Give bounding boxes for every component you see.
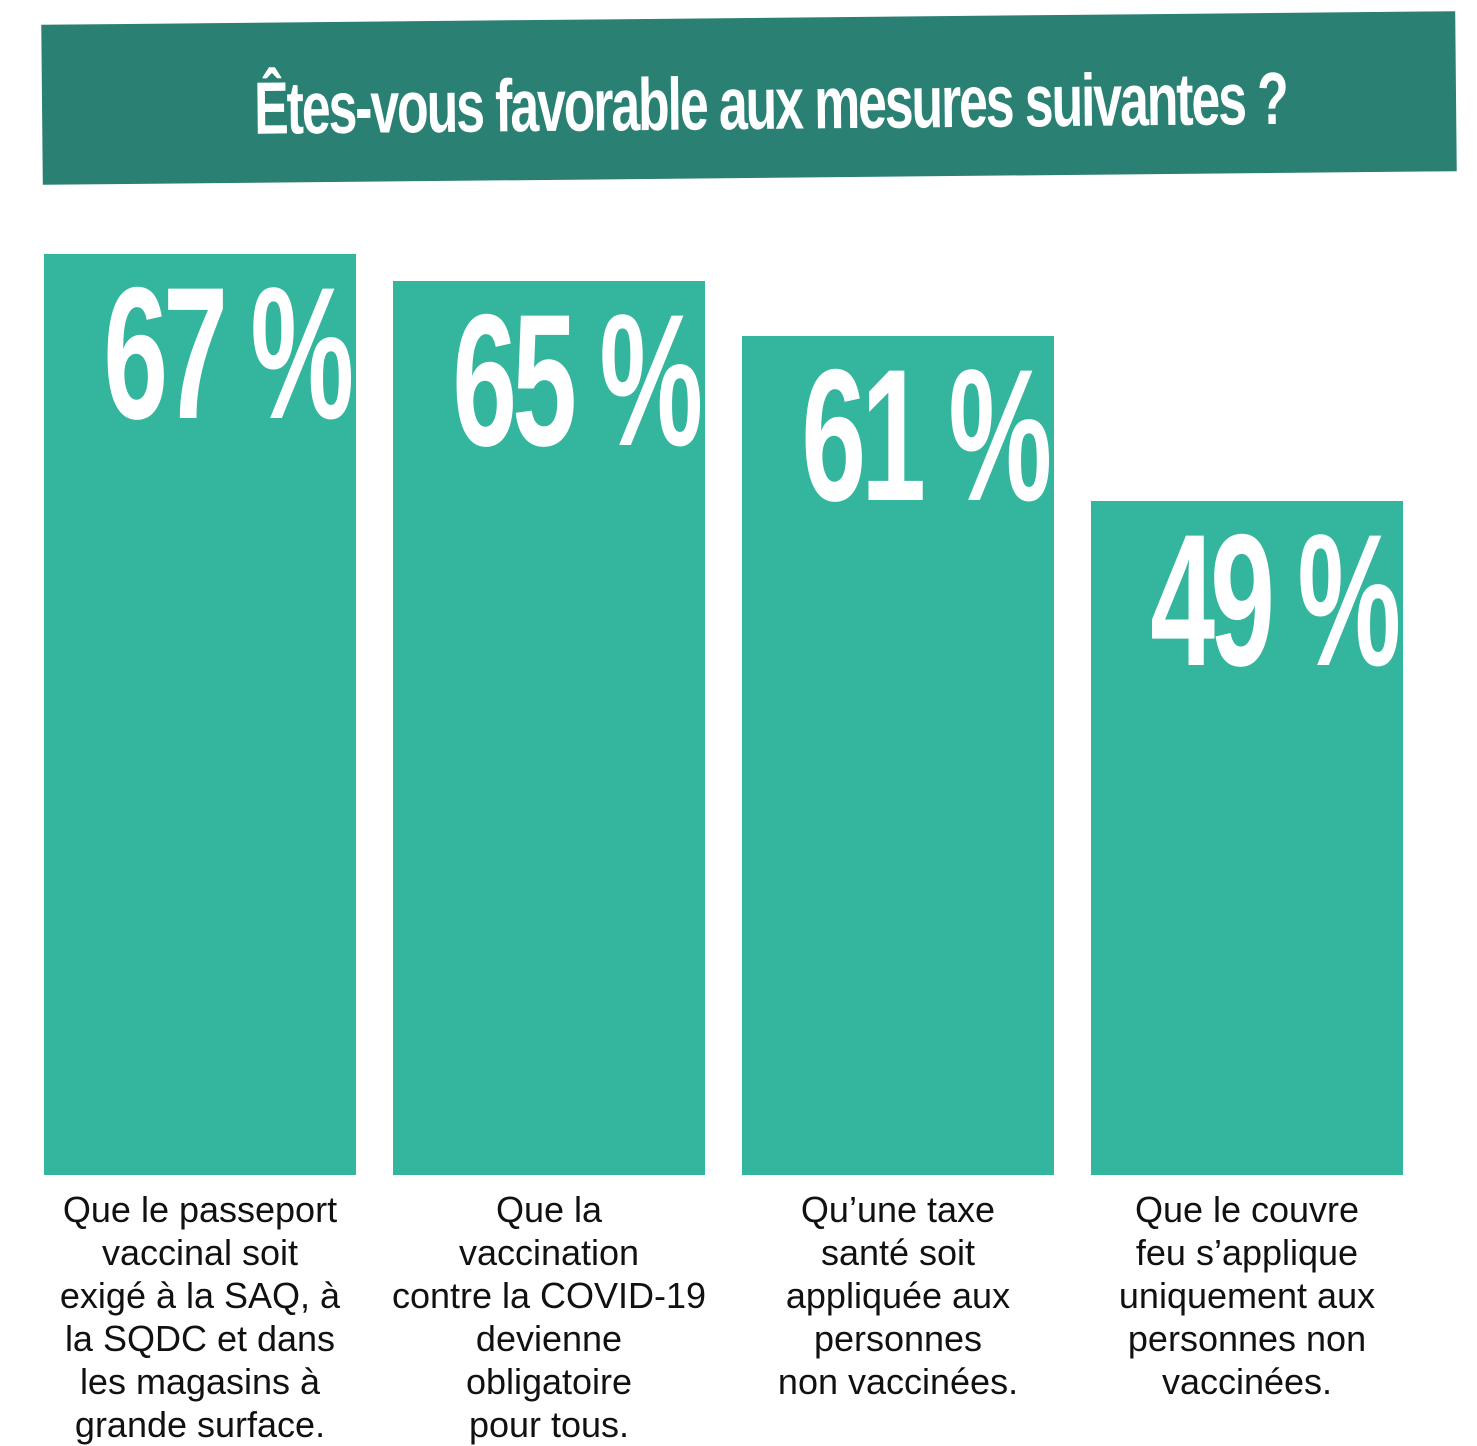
category-label: Que le passeport vaccinal soit exigé à l… xyxy=(59,1189,341,1445)
bar-2: 65 % xyxy=(393,281,705,1175)
bar-value-label: 65 % xyxy=(452,275,703,485)
bar-value-label: 61 % xyxy=(801,330,1052,540)
bar-value-label: 49 % xyxy=(1150,495,1401,705)
bar-1: 67 % xyxy=(44,254,356,1175)
category-label: Que le couvre feu s’applique uniquement … xyxy=(1118,1189,1376,1402)
bar-4: 49 % xyxy=(1091,501,1403,1175)
bar-3: 61 % xyxy=(742,336,1054,1175)
category-label: Que la vaccination contre la COVID-19 de… xyxy=(391,1189,707,1445)
category-label: Qu’une taxe santé soit appliquée aux per… xyxy=(777,1189,1019,1402)
bar-value-label: 67 % xyxy=(103,248,354,458)
